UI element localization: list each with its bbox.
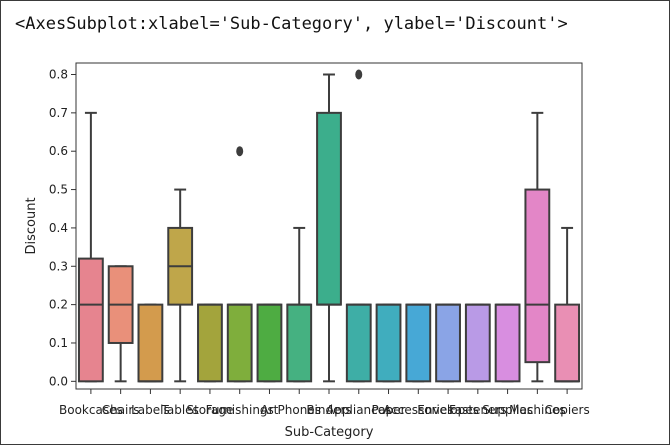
box-fasteners: [464, 303, 491, 383]
y-tick-label: 0.2: [49, 298, 68, 312]
box-supplies: [494, 303, 521, 383]
box-appliances: [345, 303, 372, 383]
output-repr-text: <AxesSubplot:xlabel='Sub-Category', ylab…: [15, 14, 568, 34]
x-tick-label: Furnishings: [206, 403, 274, 417]
box-binders: [316, 111, 342, 306]
x-tick-label: Phones: [278, 403, 321, 417]
box-art: [256, 303, 283, 383]
x-tick-label: Copiers: [544, 403, 589, 417]
x-tick-label: Machines: [509, 403, 565, 417]
x-tick-label: Chairs: [102, 403, 140, 417]
y-tick-label: 0.7: [49, 106, 68, 120]
x-tick-label: Art: [261, 403, 279, 417]
x-tick-label: Tables: [161, 403, 199, 417]
outlier-point: [355, 69, 363, 80]
box-furnishings: [226, 303, 253, 383]
outlier-point: [236, 146, 244, 157]
y-tick-label: 0.8: [49, 68, 68, 82]
x-tick-label: Envelopes: [417, 403, 479, 417]
box-accessories: [405, 303, 432, 383]
y-tick-label: 0.4: [49, 221, 68, 235]
box-storage: [197, 303, 223, 383]
x-axis-label: Sub-Category: [285, 425, 374, 440]
x-tick-label: Supplies: [482, 403, 533, 417]
x-tick-label: Appliances: [326, 403, 391, 417]
x-tick-label: Paper: [372, 403, 406, 417]
box-machines: [524, 188, 551, 364]
box-envelopes: [435, 303, 461, 383]
y-tick-label: 0.3: [49, 259, 68, 273]
y-tick-label: 0.6: [49, 144, 68, 158]
box-phones: [286, 303, 313, 383]
y-tick-label: 0.1: [49, 336, 68, 350]
box-labels: [137, 303, 164, 383]
box-bookcases: [77, 257, 104, 383]
x-tick-label: Binders: [306, 403, 351, 417]
x-tick-label: Accessories: [383, 403, 453, 417]
x-tick-label: Labels: [131, 403, 170, 417]
x-tick-label: Bookcases: [59, 403, 123, 417]
x-tick-label: Fasteners: [449, 403, 507, 417]
y-axis-label: Discount: [24, 197, 39, 254]
y-tick-label: 0.0: [49, 374, 68, 388]
box-paper: [375, 303, 402, 383]
y-tick-label: 0.5: [49, 183, 68, 197]
x-tick-label: Storage: [186, 403, 233, 417]
box-copiers: [554, 303, 581, 383]
